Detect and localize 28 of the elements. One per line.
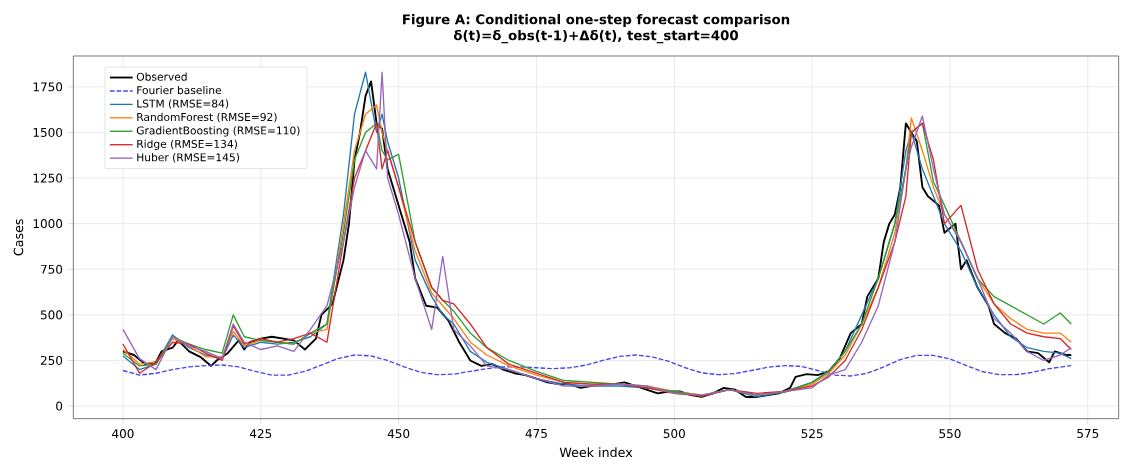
line-series (122, 354, 1072, 377)
legend-label: Huber (RMSE=145) (137, 153, 239, 163)
y-axis-title: Cases (13, 219, 24, 256)
x-tick-label: 425 (249, 429, 272, 439)
chart-title: Figure A: Conditional one-step forecast comparison (403, 14, 790, 28)
x-tick-label: 575 (1077, 429, 1099, 439)
legend-label: Fourier baseline (137, 86, 222, 95)
legend-label: GradientBoosting (RMSE=110) (136, 126, 300, 137)
y-tick-label: 1500 (33, 128, 63, 138)
y-tick-label: 1000 (33, 219, 63, 229)
x-tick-label: 475 (525, 429, 547, 439)
y-tick-label: 0 (56, 401, 63, 411)
y-tick-label: 500 (40, 310, 63, 320)
chart-subtitle: δ(t)=δ_obs(t-1)+Δδ(t), test_start=400 (453, 30, 739, 44)
legend-label: Ridge (RMSE=134) (137, 139, 237, 151)
y-tick-label: 750 (41, 264, 63, 274)
x-tick-label: 400 (112, 429, 134, 439)
legend-label: LSTM (RMSE=84) (137, 99, 229, 110)
legend-label: Observed (136, 72, 187, 81)
legend-label: RandomForest (RMSE=92) (137, 112, 277, 123)
x-tick-label: 450 (387, 429, 410, 439)
y-tick-label: 1250 (33, 173, 63, 183)
y-tick-label: 1750 (33, 82, 63, 92)
y-tick-label: 250 (40, 356, 63, 366)
x-tick-label: 500 (663, 429, 685, 439)
x-axis-title: Week index (559, 447, 633, 458)
x-tick-label: 550 (939, 429, 961, 439)
x-tick-label: 525 (801, 429, 823, 439)
